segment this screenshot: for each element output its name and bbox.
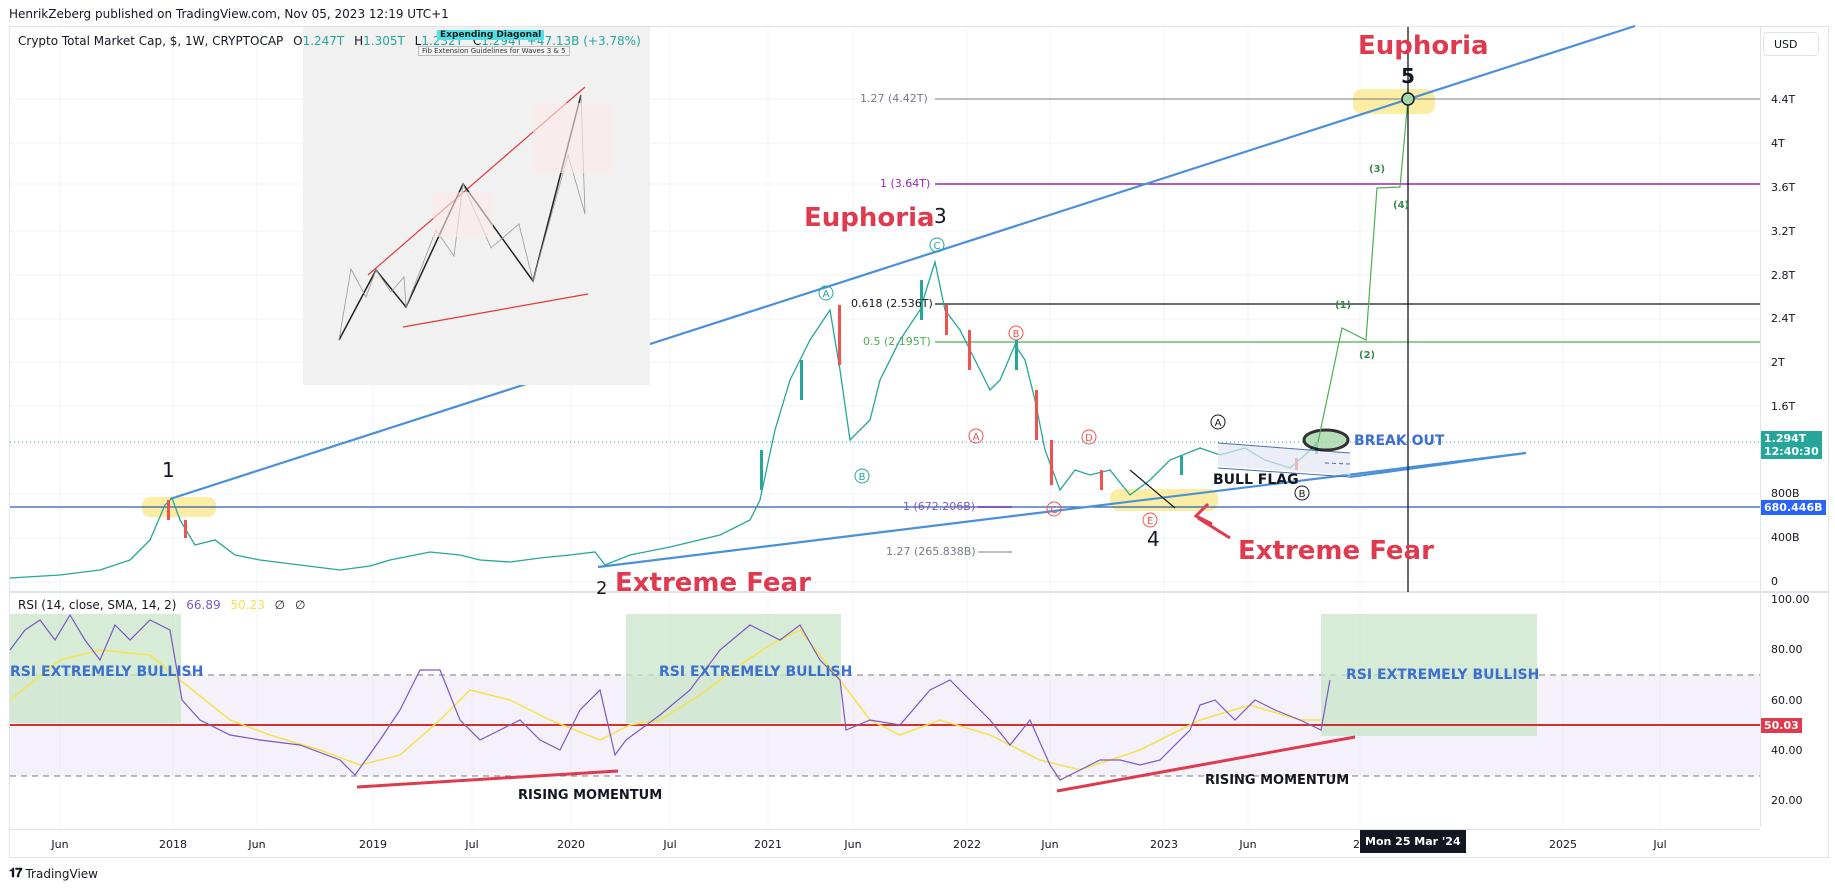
price-axis[interactable]: 4.4T 4T 3.6T 3.2T 2.8T 2.4T 2T 1.6T 800B…	[1760, 27, 1829, 592]
tradingview-logo[interactable]: 𝟏𝟕 TradingView	[9, 866, 98, 881]
subwave-3: (3)	[1369, 164, 1386, 175]
rsi-bullish-label-2: RSI EXTREMELY BULLISH	[659, 664, 853, 680]
fib-1-lower: 1 (672.206B)	[903, 500, 976, 513]
rsi-label: RSI (14, close, SMA, 14, 2)	[18, 598, 177, 612]
rsi-axis[interactable]: 100.00 80.00 60.00 40.00 20.00	[1760, 593, 1829, 827]
euphoria-top: Euphoria	[1358, 31, 1489, 61]
inset-diagram	[338, 86, 613, 341]
fib-0618: 0.618 (2.536T)	[851, 297, 933, 310]
svg-text:C: C	[934, 241, 941, 252]
momentum-line-1	[356, 769, 619, 789]
rsi-zone-2	[626, 614, 841, 723]
change-value: +47.13B (+3.78%)	[526, 34, 641, 48]
rising-momentum-label-2: RISING MOMENTUM	[1205, 773, 1350, 788]
svg-text:B: B	[1013, 329, 1020, 340]
svg-text:B: B	[859, 472, 866, 483]
break-out-label: BREAK OUT	[1354, 433, 1445, 449]
wave-3-label: 3	[934, 204, 947, 228]
extreme-fear-right: Extreme Fear	[1238, 536, 1434, 566]
rsi-value-tag: 50.03	[1761, 718, 1802, 733]
svg-text:D: D	[1085, 433, 1093, 444]
time-cursor-label: Mon 25 Mar '24	[1360, 830, 1466, 853]
svg-text:A: A	[1215, 418, 1222, 429]
svg-text:E: E	[1147, 516, 1153, 527]
rsi-value: 66.89	[186, 598, 221, 612]
rsi-legend[interactable]: RSI (14, close, SMA, 14, 2) 66.89 50.23 …	[18, 598, 306, 612]
fib-127-upper: 1.27 (4.42T)	[860, 92, 928, 105]
momentum-line-2	[1056, 735, 1356, 793]
svg-text:C: C	[1051, 505, 1058, 516]
hline-price-tag: 680.446B	[1761, 500, 1826, 515]
publish-line: HenrikZeberg published on TradingView.co…	[9, 7, 449, 21]
projection-path	[1317, 98, 1409, 443]
wave-2-label: 2	[596, 578, 608, 599]
fib-1-upper: 1 (3.64T)	[880, 177, 931, 190]
symbol-name: Crypto Total Market Cap, $, 1W, CRYPTOCA…	[18, 34, 284, 48]
chart-frame	[9, 26, 1829, 858]
symbol-legend[interactable]: Crypto Total Market Cap, $, 1W, CRYPTOCA…	[18, 34, 641, 48]
svg-text:B: B	[1299, 489, 1306, 500]
tradingview-wordmark: TradingView	[25, 866, 98, 881]
rsi-zone-3	[1321, 614, 1537, 736]
subwave-1: (1)	[1335, 300, 1352, 311]
fib-127-lower: 1.27 (265.838B)	[886, 545, 976, 558]
rsi-bullish-label-1: RSI EXTREMELY BULLISH	[10, 664, 204, 680]
expanding-diagonal-inset	[303, 27, 650, 385]
upper-trendline	[169, 24, 1636, 501]
rising-momentum-label-1: RISING MOMENTUM	[518, 788, 663, 803]
svg-text:A: A	[823, 289, 830, 300]
svg-text:A: A	[973, 432, 980, 443]
wave-5-label: 5	[1401, 64, 1415, 88]
wave5-highlight	[1353, 89, 1435, 114]
open-value: 1.247T	[302, 34, 345, 48]
time-axis[interactable]: Jun 2018 Jun 2019 Jul 2020 Jul 2021 Jun …	[9, 829, 1760, 857]
bull-flag-label: BULL FLAG	[1213, 472, 1299, 488]
inset-subtitle: Fib Extension Guidelines for Waves 3 & 5	[418, 46, 570, 56]
high-value: 1.305T	[363, 34, 405, 48]
wave-4-label: 4	[1147, 527, 1160, 551]
euphoria-mid: Euphoria	[804, 203, 935, 233]
subwave-2: (2)	[1359, 350, 1376, 361]
wave-1-label: 1	[162, 458, 175, 482]
current-price-tag: 1.294T 12:40:30	[1761, 431, 1822, 459]
tradingview-icon: 𝟏𝟕	[9, 866, 23, 881]
subwave-4: (4)	[1393, 200, 1410, 211]
fib-05: 0.5 (2.195T)	[863, 335, 931, 348]
extreme-fear-left: Extreme Fear	[615, 568, 811, 598]
inset-title: Expending Diagonal	[437, 30, 545, 40]
rsi-zone-1	[10, 614, 181, 723]
rsi-sma-value: 50.23	[230, 598, 265, 612]
rsi-bullish-label-3: RSI EXTREMELY BULLISH	[1346, 667, 1540, 683]
bar-countdown: 12:40:30	[1764, 445, 1819, 458]
currency-button[interactable]: USD	[1763, 32, 1819, 56]
breakout-ellipse	[1302, 428, 1350, 452]
lower-trendline	[597, 451, 1527, 569]
